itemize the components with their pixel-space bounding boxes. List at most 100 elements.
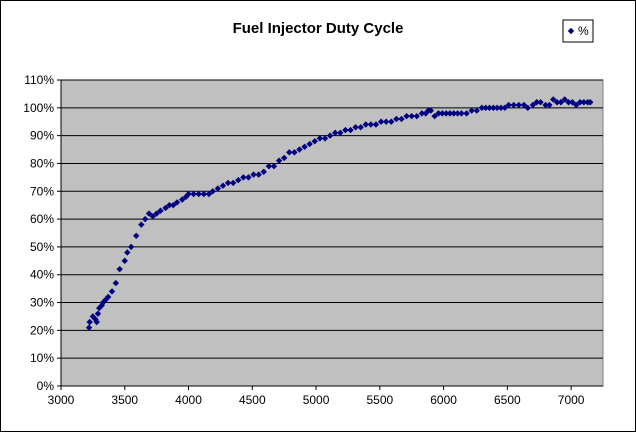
data-point [367,121,375,128]
data-point [408,112,415,120]
x-tick-label: 7000 [558,393,585,407]
data-point [224,179,232,187]
data-point [561,96,568,103]
data-point [275,157,283,164]
data-point [388,118,395,125]
data-point [301,143,308,150]
data-point [565,99,572,106]
data-point [372,121,380,128]
data-point [311,138,318,145]
data-point [209,188,216,195]
data-point [255,171,262,178]
chart-title: Fuel Injector Duty Cycle [233,20,404,37]
data-point [280,154,288,162]
data-point [182,193,190,201]
data-point [576,99,584,106]
data-point [185,190,192,198]
data-point [331,129,339,137]
data-point [490,104,497,112]
data-point [178,196,186,203]
data-point [550,96,557,103]
data-point [270,163,278,170]
data-point [546,101,553,109]
y-tick-label: 60% [30,212,54,226]
data-point [145,210,153,217]
y-tick-label: 100% [23,101,54,115]
data-point [102,296,109,303]
data-point [497,104,505,112]
data-point [486,104,493,112]
legend-label: % [578,24,589,38]
plot-background [60,79,604,387]
data-point [587,99,594,106]
data-point [235,176,242,184]
y-tick-label: 30% [30,296,54,310]
data-point [352,124,359,131]
data-point [190,190,197,198]
data-point [104,293,112,301]
x-tick-label: 5500 [366,393,393,407]
plot-area [60,79,604,387]
x-tick-label: 3500 [111,393,138,407]
data-point [112,279,120,287]
x-tick-label: 4000 [175,393,202,407]
data-point [245,174,252,181]
data-point [124,249,131,256]
data-point [533,99,540,106]
data-point [553,99,561,106]
data-point [86,318,93,326]
data-point [162,204,169,212]
data-point [260,168,267,175]
axes: 0% 10% 20% 30% 40% 50% 60% 70% 80% 90% 100% 110% 300… [23,73,603,407]
data-point [569,99,576,106]
data-point [573,101,580,109]
data-point [463,110,470,117]
data-point [306,140,313,148]
data-point [450,110,457,117]
data-point [92,316,99,323]
data-point [173,199,181,206]
data-point [529,101,537,109]
y-tick-label: 80% [30,156,54,170]
data-point [265,163,273,170]
y-tick-label: 20% [30,323,54,337]
data-point [108,288,116,295]
data-point [357,124,364,131]
legend-marker [567,27,575,35]
data-point [377,118,385,125]
data-point [398,115,405,123]
x-tick-label: 6500 [494,393,521,407]
x-tick-label: 5000 [303,393,330,407]
x-tick-label: 3000 [48,393,75,407]
data-point [149,213,157,220]
legend: % [562,19,594,43]
data-point [393,115,400,123]
y-tick-label: 90% [30,129,54,143]
data-point [418,110,426,117]
data-point [127,243,135,251]
data-point [200,190,208,198]
data-point [321,135,329,142]
data-point [427,107,435,114]
data-point [342,126,349,134]
data-point [94,310,102,317]
data-point [166,201,173,209]
data-point [337,129,344,137]
data-point [296,146,303,153]
data-point [205,190,213,198]
data-point [291,149,298,156]
x-tick-label: 6000 [430,393,457,407]
y-tick-label: 10% [30,351,54,365]
data-point [458,110,465,117]
data-point [240,174,247,181]
y-tick-label: 0% [37,379,55,393]
data-point [482,104,489,112]
data-point [439,110,446,117]
legend-box [562,19,594,43]
data-point [141,215,149,223]
data-point [138,221,145,228]
data-point [493,104,501,112]
data-series [85,96,594,331]
data-point [510,101,517,109]
